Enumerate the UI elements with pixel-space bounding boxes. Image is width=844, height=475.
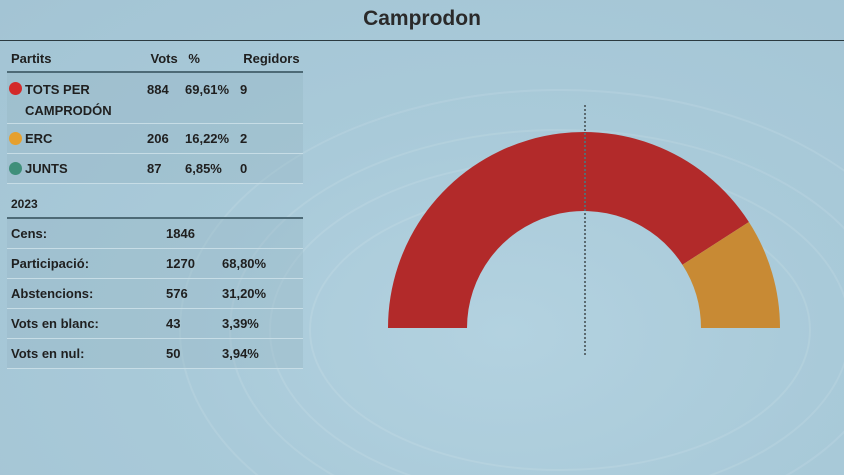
stat-value: 43 <box>166 316 181 331</box>
header-votes: Vots <box>150 50 178 66</box>
party-row-tots-per-camprodon: TOTS PER CAMPRODÓN 884 69,61% 9 <box>7 73 303 124</box>
results-header-row: Partits Vots % Regidors <box>7 45 303 73</box>
party-seats: 0 <box>240 161 248 176</box>
party-color-dot-icon <box>9 82 22 95</box>
party-seats: 9 <box>240 82 248 97</box>
party-seats: 2 <box>240 131 248 146</box>
party-color-dot-icon <box>9 132 22 145</box>
header-pct: % <box>188 50 200 66</box>
stat-label: Vots en nul: <box>11 346 85 361</box>
party-color-dot-icon <box>9 162 22 175</box>
party-pct: 6,85% <box>185 161 222 176</box>
stat-pct: 3,94% <box>222 346 259 361</box>
party-label: TOTS PER CAMPRODÓN <box>25 79 112 121</box>
stat-label: Participació: <box>11 256 90 271</box>
stat-value: 576 <box>166 286 188 301</box>
party-row-junts: JUNTS 87 6,85% 0 <box>7 154 303 184</box>
party-row-erc: ERC 206 16,22% 2 <box>7 124 303 154</box>
party-label: ERC <box>25 131 53 146</box>
header-seats: Regidors <box>243 50 300 66</box>
stats-row-vots-en-nul: Vots en nul: 50 3,94% <box>7 339 303 369</box>
stats-row-abstencions: Abstencions: 576 31,20% <box>7 279 303 309</box>
party-name: ERC <box>7 128 147 149</box>
stat-value: 1270 <box>166 256 195 271</box>
party-label: JUNTS <box>25 161 68 176</box>
stats-row-vots-en-blanc: Vots en blanc: 43 3,39% <box>7 309 303 339</box>
party-label-line2: CAMPRODÓN <box>25 103 112 118</box>
party-name: TOTS PER CAMPRODÓN <box>7 79 147 121</box>
stats-year: 2023 <box>11 197 38 211</box>
stat-pct: 68,80% <box>222 256 267 271</box>
party-votes: 206 <box>147 131 169 146</box>
stat-value: 1846 <box>166 226 195 241</box>
stat-label: Vots en blanc: <box>11 316 99 331</box>
party-name: JUNTS <box>7 158 147 179</box>
stats-row-participacio: Participació: 1270 68,80% <box>7 249 303 279</box>
hemicycle-segment-tots-per-camprod-n <box>388 132 749 328</box>
stats-row-cens: Cens: 1846 <box>7 219 303 249</box>
stats-divider <box>7 217 303 219</box>
title-divider <box>0 40 844 41</box>
party-pct: 16,22% <box>185 131 230 146</box>
hemicycle-segment-erc <box>682 222 780 328</box>
stats-table: Cens: 1846 Participació: 1270 68,80% Abs… <box>7 219 303 369</box>
party-pct: 69,61% <box>185 82 230 97</box>
results-table: Partits Vots % Regidors TOTS PER CAMPROD… <box>7 45 303 184</box>
party-votes: 884 <box>147 82 169 97</box>
stat-pct: 31,20% <box>222 286 267 301</box>
header-party: Partits <box>11 50 52 66</box>
stat-label: Cens: <box>11 226 48 241</box>
stat-pct: 3,39% <box>222 316 259 331</box>
page-title: Camprodon <box>363 7 481 30</box>
stat-label: Abstencions: <box>11 286 94 301</box>
party-label-line1: TOTS PER <box>25 82 90 97</box>
party-votes: 87 <box>147 161 162 176</box>
hemicycle-segments <box>388 132 780 328</box>
stat-value: 50 <box>166 346 181 361</box>
